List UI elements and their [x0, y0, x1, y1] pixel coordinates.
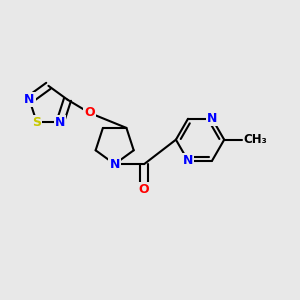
Text: N: N — [207, 112, 217, 125]
Text: CH₃: CH₃ — [243, 133, 267, 146]
Text: N: N — [183, 154, 193, 167]
Text: O: O — [139, 183, 149, 196]
Text: O: O — [84, 106, 95, 119]
Text: S: S — [32, 116, 41, 128]
Text: N: N — [24, 93, 34, 106]
Text: N: N — [55, 116, 65, 128]
Text: N: N — [110, 158, 120, 171]
